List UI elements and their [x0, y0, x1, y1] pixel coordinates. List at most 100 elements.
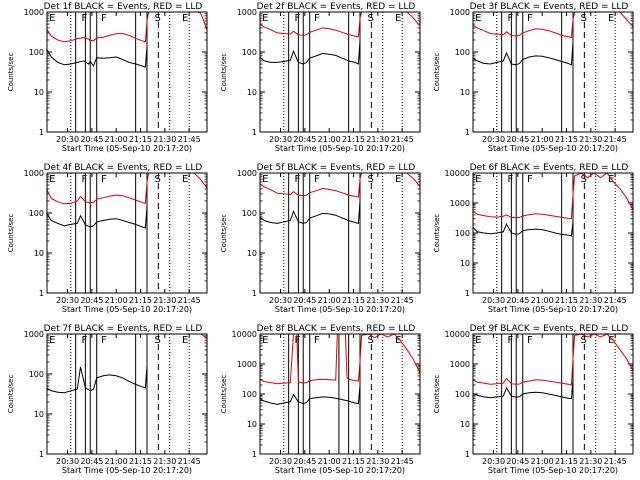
y-tick-label: 1	[39, 289, 44, 298]
series-line-events	[472, 379, 574, 400]
chart-panel-6: Det 6f BLACK = Events, RED = LLD Counts/s…	[433, 163, 634, 314]
x-tick-label: 21:00	[318, 296, 341, 305]
chart-panel-4: Det 4f BLACK = Events, RED = LLD Counts/s…	[7, 163, 208, 314]
x-tick-label: 20:45	[80, 296, 103, 305]
flag-label: E	[608, 335, 614, 346]
chart-panel-3: Det 3f BLACK = Events, RED = LLD Counts/s…	[433, 2, 634, 153]
x-tick-label: 20:30	[56, 296, 79, 305]
y-tick-label: 100	[242, 209, 257, 218]
y-tick-label: 1000	[237, 169, 257, 178]
x-tick-label: 21:30	[153, 135, 176, 144]
y-tick-label: 100	[455, 229, 470, 238]
flag-label: E	[262, 13, 268, 24]
y-axis-label: Counts/sec	[433, 375, 441, 414]
y-tick-label: 100	[242, 48, 257, 57]
y-tick-label: 100	[29, 209, 44, 218]
flag-label: F	[82, 335, 88, 346]
x-tick-label: 21:30	[579, 135, 602, 144]
x-tick-label: 21:15	[555, 135, 578, 144]
flag-label: F	[508, 174, 514, 185]
flag-label: E	[49, 335, 55, 346]
flag-label: E	[182, 335, 188, 346]
y-axis-label: Counts/sec	[7, 375, 15, 414]
flag-label: E	[182, 174, 188, 185]
flag-label: S	[580, 174, 586, 185]
flag-label: E	[49, 13, 55, 24]
x-tick-label: 21:45	[391, 135, 414, 144]
x-tick-label: 21:45	[604, 457, 627, 466]
y-tick-label: 10000	[445, 169, 470, 178]
series-line-events	[46, 365, 148, 394]
flag-label: E	[475, 174, 481, 185]
chart-panel-1: Det 1f BLACK = Events, RED = LLD Counts/s…	[7, 2, 208, 153]
x-tick-label: 21:15	[129, 457, 152, 466]
x-axis-label: Start Time (05-Sep-10 20:17:20)	[488, 305, 618, 314]
x-tick-label: 21:15	[129, 296, 152, 305]
x-tick-label: 21:30	[579, 457, 602, 466]
x-tick-label: 21:00	[105, 135, 128, 144]
x-tick-label: 21:45	[391, 457, 414, 466]
x-tick-label: 21:30	[366, 135, 389, 144]
y-tick-label: 1000	[450, 360, 470, 369]
chart-title: Det 1f BLACK = Events, RED = LLD	[44, 2, 203, 12]
x-tick-label: 20:45	[506, 296, 529, 305]
plot-frame	[472, 11, 634, 133]
y-tick-label: 10	[34, 249, 44, 258]
y-axis-label: Counts/sec	[433, 53, 441, 92]
flag-label: F	[314, 335, 320, 346]
flag-label: F	[101, 13, 107, 24]
x-tick-label: 21:30	[153, 457, 176, 466]
x-tick-label: 21:30	[153, 296, 176, 305]
chart-title: Det 5f BLACK = Events, RED = LLD	[257, 163, 416, 173]
y-tick-label: 100	[29, 48, 44, 57]
y-tick-label: 1	[252, 289, 257, 298]
y-tick-label: 1	[465, 128, 470, 137]
flag-label: E	[182, 13, 188, 24]
y-tick-label: 100	[455, 48, 470, 57]
x-tick-label: 21:15	[555, 457, 578, 466]
flag-label: S	[580, 335, 586, 346]
y-tick-label: 10	[460, 259, 470, 268]
chart-title: Det 9f BLACK = Events, RED = LLD	[470, 324, 629, 334]
flag-label: S	[580, 13, 586, 24]
x-tick-label: 21:45	[604, 135, 627, 144]
chart-panel-7: Det 7f BLACK = Events, RED = LLD Counts/s…	[7, 324, 208, 475]
y-tick-label: 10	[247, 88, 257, 97]
flag-label: S	[154, 13, 160, 24]
flag-label: F	[295, 13, 301, 24]
x-axis-label: Start Time (05-Sep-10 20:17:20)	[275, 144, 405, 153]
flag-label: F	[314, 174, 320, 185]
y-tick-label: 1000	[237, 8, 257, 17]
x-tick-label: 20:30	[482, 457, 505, 466]
x-tick-label: 21:15	[342, 135, 365, 144]
chart-title: Det 6f BLACK = Events, RED = LLD	[470, 163, 629, 173]
flag-label: F	[82, 174, 88, 185]
flag-label: F	[527, 174, 533, 185]
y-tick-label: 1	[465, 450, 470, 459]
x-tick-label: 20:30	[269, 135, 292, 144]
chart-panel-8: Det 8f BLACK = Events, RED = LLD Counts/s…	[220, 324, 421, 475]
x-tick-label: 21:15	[129, 135, 152, 144]
y-tick-label: 1	[252, 450, 257, 459]
chart-title: Det 7f BLACK = Events, RED = LLD	[44, 324, 203, 334]
x-tick-label: 21:30	[579, 296, 602, 305]
x-tick-label: 20:45	[506, 135, 529, 144]
y-tick-label: 1	[39, 450, 44, 459]
flag-label: E	[395, 174, 401, 185]
y-axis-label: Counts/sec	[220, 53, 228, 92]
chart-panel-2: Det 2f BLACK = Events, RED = LLD Counts/s…	[220, 2, 421, 153]
x-tick-label: 21:45	[178, 296, 201, 305]
flag-label: E	[262, 174, 268, 185]
series-line-lld	[472, 172, 634, 220]
x-axis-label: Start Time (05-Sep-10 20:17:20)	[488, 466, 618, 475]
x-tick-label: 20:30	[269, 296, 292, 305]
flag-label: E	[49, 174, 55, 185]
y-tick-label: 1000	[450, 8, 470, 17]
y-tick-label: 1000	[24, 330, 44, 339]
flag-label: F	[101, 174, 107, 185]
flag-label: S	[154, 174, 160, 185]
x-tick-label: 21:00	[105, 457, 128, 466]
x-tick-label: 21:00	[531, 296, 554, 305]
y-tick-label: 1	[39, 128, 44, 137]
